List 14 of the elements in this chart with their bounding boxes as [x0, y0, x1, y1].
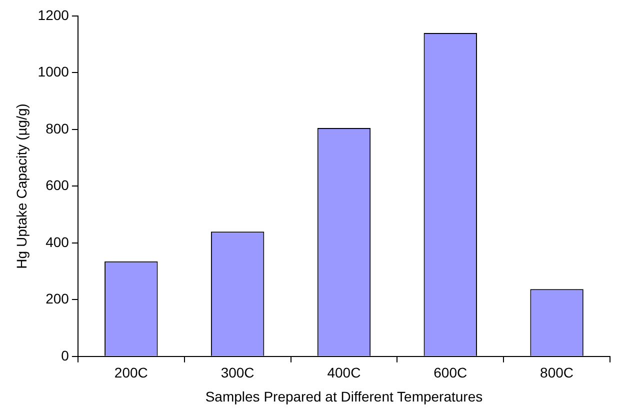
y-tick-label: 600 [46, 177, 70, 194]
y-tick-label: 200 [46, 290, 70, 307]
y-tick-label: 400 [46, 234, 70, 250]
x-tick-label: 300C [220, 364, 254, 381]
x-tick-label: 600C [434, 364, 468, 381]
x-tick-label: 800C [540, 364, 574, 381]
x-axis-title: Samples Prepared at Different Temperatures [205, 388, 483, 404]
x-tick-label: 400C [327, 364, 361, 381]
y-tick-label: 0 [61, 347, 70, 364]
y-tick-label: 800 [46, 120, 70, 136]
y-axis-title: Hg Uptake Capacity (µg/g) [13, 104, 30, 269]
y-tick-label: 1200 [38, 6, 70, 23]
y-tick-label: 1000 [38, 64, 70, 80]
x-tick-label: 200C [114, 364, 148, 381]
